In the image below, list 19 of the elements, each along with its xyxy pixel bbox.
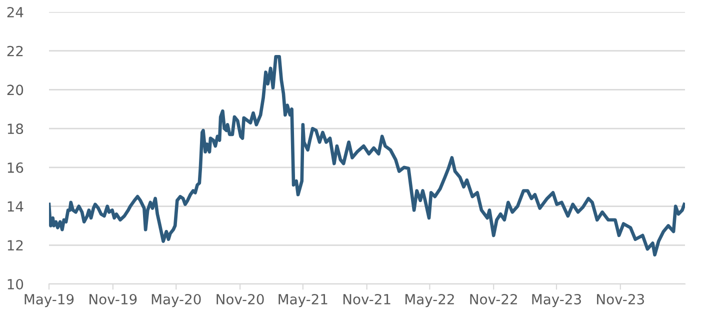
x-tick-label: Nov-21 bbox=[343, 294, 390, 304]
y-tick-label: 18 bbox=[8, 124, 24, 134]
y-tick-label: 24 bbox=[7, 6, 24, 18]
x-tick-label: Nov-23 bbox=[597, 294, 644, 304]
x-tick-label: May-20 bbox=[152, 294, 201, 308]
line-series bbox=[49, 55, 685, 257]
y-tick-label: 14 bbox=[8, 201, 24, 212]
x-tick-label: Nov-22 bbox=[470, 294, 517, 304]
y-tick-label: 12 bbox=[8, 240, 23, 250]
x-tick-label: May-21 bbox=[278, 294, 328, 308]
y-tick-label: 10 bbox=[8, 278, 24, 290]
y-tick-label: 16 bbox=[8, 162, 24, 173]
x-tick-label: Nov-20 bbox=[216, 294, 264, 304]
y-tick-label: 20 bbox=[7, 84, 24, 96]
x-tick-label: May-19 bbox=[24, 294, 74, 308]
y-tick-label: 22 bbox=[7, 46, 23, 56]
x-tick-label: May-22 bbox=[405, 294, 454, 308]
x-tick-label: May-23 bbox=[532, 294, 581, 308]
x-tick-label: Nov-19 bbox=[90, 294, 137, 304]
